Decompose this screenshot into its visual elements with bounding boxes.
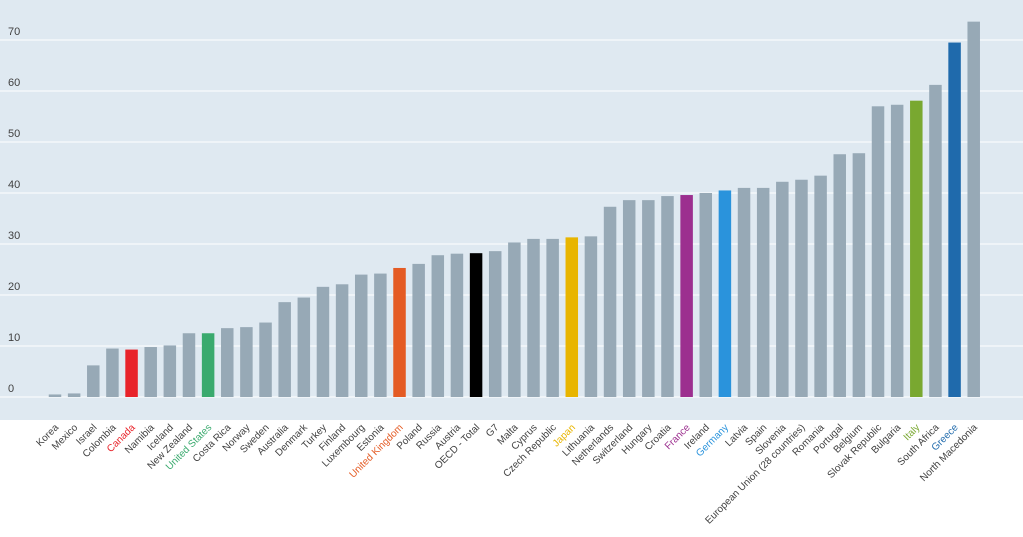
bar-bulgaria [890,104,904,398]
bar-spain [756,187,770,397]
bar-iceland [163,345,177,397]
bar-united-states [201,333,215,397]
bar-slovenia [776,181,789,397]
bar-czech-republic [546,238,559,397]
bar-italy [910,100,923,397]
y-tick-label-0: 0 [8,383,14,395]
bar-portugal [833,154,846,397]
y-axis-tick-labels: 0 10 20 30 40 50 60 70 [8,26,20,395]
bar-sweden [259,322,272,397]
bar-croatia [661,196,674,397]
bar-costa-rica [221,328,234,397]
bars [48,21,980,398]
bar-germany [718,190,732,397]
bar-denmark [297,297,311,397]
bar-cyprus [527,238,540,397]
y-tick-label-10: 10 [8,332,20,344]
y-tick-label-40: 40 [8,179,20,191]
bar-malta [508,242,521,397]
y-tick-label-20: 20 [8,281,20,293]
bar-switzerland [622,200,636,397]
x-tick-label-latvia: Latvia [724,422,751,449]
y-tick-label-50: 50 [8,128,20,140]
bar-russia [431,255,445,397]
bar-united-kingdom [393,267,406,397]
bar-netherlands [603,206,617,397]
bar-namibia [144,347,157,397]
bar-korea [48,394,62,397]
bar-israel [87,365,100,397]
y-tick-label-70: 70 [8,26,20,38]
bar-european-union-28-countries [795,179,808,397]
bar-romania [814,175,827,397]
bar-finland [335,284,349,397]
x-axis-tick-labels: KoreaMexicoIsraelColombiaCanadaNamibiaIc… [34,422,980,527]
bar-south-africa [929,84,942,397]
bar-latvia [737,187,751,397]
bar-lithuania [584,236,598,397]
bar-japan [565,237,579,397]
bar-ireland [699,193,713,397]
bar-mexico [67,393,81,397]
bar-poland [412,263,425,397]
bar-oecd-total [469,253,483,397]
bar-g7 [488,251,502,397]
bar-norway [240,327,253,397]
bar-luxembourg [354,274,368,397]
bar-new-zealand [182,333,196,397]
bar-slovak-republic [871,106,885,398]
bar-australia [278,302,291,397]
bar-hungary [642,200,655,397]
bar-france [680,195,693,397]
bar-austria [450,253,464,397]
bar-belgium [852,153,866,397]
y-tick-label-60: 60 [8,77,20,89]
bar-greece [948,42,961,398]
bar-canada [125,349,138,397]
bar-turkey [316,286,330,397]
bar-estonia [374,273,387,397]
y-tick-label-30: 30 [8,230,20,242]
bar-colombia [106,348,119,397]
bar-north-macedonia [967,21,980,397]
